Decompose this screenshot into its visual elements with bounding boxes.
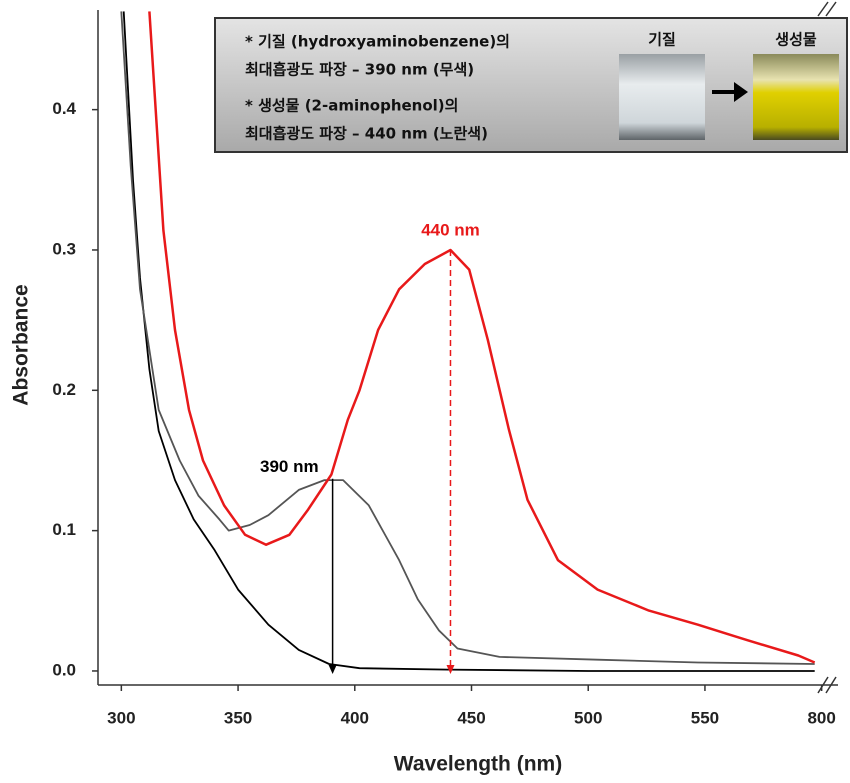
series-line — [148, 11, 816, 664]
inset-line: * 생성물 (2-aminophenol)의 — [245, 97, 458, 115]
x-axis-label: Wavelength (nm) — [394, 753, 562, 776]
break-mark — [817, 676, 829, 694]
arrow-head — [446, 665, 455, 674]
y-tick-label: 0.2 — [52, 380, 76, 399]
photo-label: 기질 — [648, 31, 676, 49]
inset-box: * 기질 (hydroxyaminobenzene)의 최대흡광도 파장 – 3… — [214, 17, 848, 153]
inset-line: 최대흡광도 파장 – 440 nm (노란색) — [245, 125, 488, 143]
x-tick-label: 400 — [341, 708, 369, 727]
photo-label: 생성물 — [775, 31, 817, 49]
y-tick-label: 0.3 — [52, 239, 76, 258]
photo-substrate — [619, 54, 705, 140]
annotation-label: 440 nm — [421, 220, 480, 239]
y-tick-label: 0.4 — [52, 99, 76, 118]
plot-area — [120, 11, 816, 672]
break-mark — [817, 1, 829, 17]
annotation-label: 390 nm — [260, 457, 319, 476]
axis-break — [817, 1, 837, 694]
arrow-head — [328, 665, 337, 674]
y-tick-label: 0.1 — [52, 520, 76, 539]
break-mark — [825, 676, 837, 694]
series-line — [120, 11, 815, 665]
axes: 300 350 400 450 500 550 800 0.0 0.1 0.2 0.3 0.4 — [52, 1, 838, 727]
x-tick-label: 450 — [457, 708, 485, 727]
annotations: 390 nm 440 nm — [260, 220, 480, 674]
y-axis-label: Absorbance — [10, 284, 33, 405]
photo-product — [753, 54, 839, 140]
arrow-icon — [712, 82, 748, 102]
inset-line: * 기질 (hydroxyaminobenzene)의 — [245, 33, 510, 51]
x-tick-label: 550 — [691, 708, 719, 727]
x-tick-label: 500 — [574, 708, 602, 727]
x-tick-label: 300 — [107, 708, 135, 727]
x-tick-label: 350 — [224, 708, 252, 727]
y-tick-label: 0.0 — [52, 660, 76, 679]
break-mark — [825, 1, 837, 17]
inset-line: 최대흡광도 파장 – 390 nm (무색) — [245, 61, 474, 79]
x-tick-label: 800 — [807, 708, 835, 727]
inset-frame — [214, 17, 848, 153]
